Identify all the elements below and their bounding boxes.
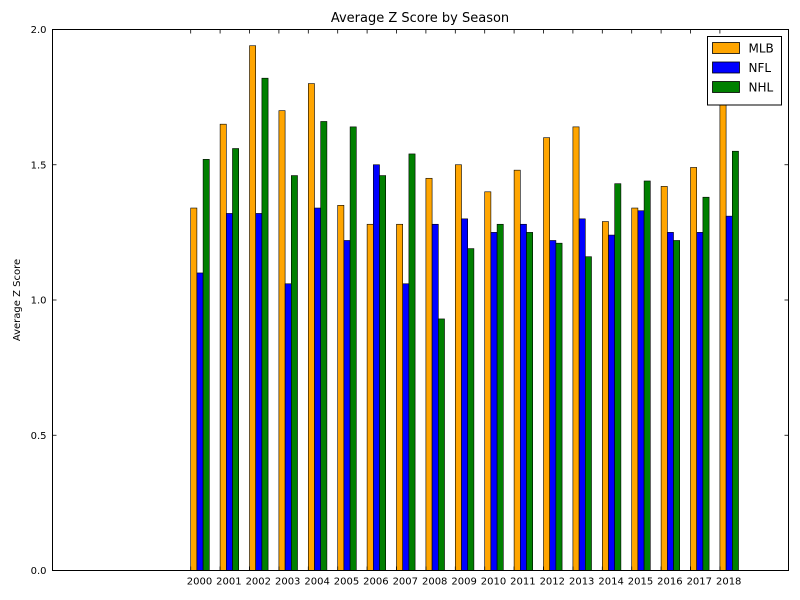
bar-nfl-2003 [284, 283, 292, 571]
bar-nhl-2017 [702, 196, 710, 571]
bar-nfl-2007 [402, 283, 410, 571]
bar-nfl-2016 [666, 232, 674, 571]
bar-nfl-2002 [255, 213, 263, 571]
bar-mlb-2012 [543, 137, 550, 571]
bar-mlb-2011 [513, 169, 521, 571]
bar-mlb-2009 [454, 164, 462, 571]
bar-nfl-2010 [490, 232, 498, 571]
axes-layer: 2000 2001 2002 2003 2004 2005 2006 2007 2008 2009… [31, 25, 789, 588]
bar-mlb-2017 [690, 167, 697, 571]
x-tick-label: 2005 [334, 577, 359, 588]
bars-layer [190, 45, 739, 571]
legend-label-nhl: NHL [749, 81, 774, 95]
x-tick-label: 2003 [275, 577, 300, 588]
chart-title: Average Z Score by Season [331, 11, 509, 26]
bar-nhl-2004 [320, 121, 328, 571]
x-tick-label: 2007 [393, 577, 418, 588]
bar-mlb-2004 [307, 83, 315, 571]
x-tick-label: 2010 [481, 577, 506, 588]
bar-mlb-2000 [190, 207, 198, 571]
bar-nhl-2014 [614, 183, 622, 571]
bar-nfl-2017 [696, 232, 704, 571]
y-tick-label: 0.5 [31, 431, 47, 442]
bar-nfl-2018 [725, 215, 733, 571]
bar-nhl-2016 [673, 240, 680, 571]
x-tick-label: 2017 [687, 577, 712, 588]
x-tick-label: 2002 [246, 577, 271, 588]
x-tick-label: 2016 [657, 577, 682, 588]
bar-nfl-2013 [578, 218, 586, 571]
y-axis-label: Average Z Score [12, 259, 23, 341]
x-tick-label: 2014 [598, 577, 623, 588]
legend: MLB NFL NHL [707, 36, 782, 106]
bar-mlb-2005 [337, 205, 345, 571]
x-tick-label: 2013 [569, 577, 594, 588]
y-tick-label: 1.5 [31, 160, 47, 171]
bar-mlb-2006 [366, 223, 374, 571]
bar-mlb-2007 [396, 223, 403, 571]
x-tick-label: 2011 [510, 577, 535, 588]
bar-nfl-2000 [196, 272, 204, 571]
bar-nfl-2015 [637, 210, 645, 571]
bar-nhl-2002 [261, 77, 269, 571]
x-tick-label: 2008 [422, 577, 447, 588]
y-tick-label: 0.0 [31, 566, 47, 577]
bar-nfl-2004 [314, 207, 321, 571]
bar-nfl-2012 [549, 240, 557, 571]
bar-mlb-2018 [719, 83, 727, 571]
bar-nfl-2014 [608, 234, 615, 571]
bar-mlb-2001 [219, 123, 227, 571]
bar-mlb-2003 [278, 110, 286, 571]
bar-nhl-2006 [379, 175, 386, 571]
bar-nhl-2001 [232, 148, 239, 571]
bar-nhl-2007 [408, 153, 416, 571]
bar-mlb-2002 [249, 45, 256, 571]
legend-swatch-mlb [712, 42, 740, 54]
legend-swatch-nfl [712, 61, 740, 74]
legend-label-nfl: NFL [749, 61, 772, 75]
bar-nhl-2000 [202, 159, 210, 571]
bar-nfl-2005 [343, 240, 351, 571]
bar-mlb-2014 [601, 221, 609, 571]
bar-nfl-2006 [372, 164, 380, 571]
bar-mlb-2016 [660, 186, 668, 571]
legend-label-mlb: MLB [749, 42, 774, 56]
bar-nhl-2008 [437, 318, 445, 571]
x-tick-label: 2000 [187, 577, 212, 588]
bar-nhl-2009 [467, 248, 475, 571]
x-tick-label: 2018 [716, 577, 741, 588]
bar-nhl-2003 [290, 175, 298, 571]
bar-nhl-2018 [731, 150, 739, 571]
x-tick-label: 2004 [304, 577, 329, 588]
bar-nhl-2005 [349, 126, 357, 571]
bar-nhl-2013 [584, 256, 592, 571]
x-tick-label: 2015 [628, 577, 653, 588]
bar-nhl-2011 [526, 232, 533, 571]
bar-nhl-2010 [496, 223, 504, 571]
bar-nfl-2008 [431, 223, 439, 571]
bar-mlb-2013 [572, 126, 580, 571]
plot-frame [52, 29, 789, 571]
legend-swatch-nhl [712, 81, 740, 93]
bar-nfl-2009 [461, 218, 468, 571]
bar-mlb-2010 [484, 191, 492, 571]
bar-nhl-2015 [643, 180, 651, 571]
bar-nfl-2001 [226, 213, 233, 571]
y-tick-label: 1.0 [31, 296, 47, 307]
bar-mlb-2015 [631, 207, 639, 571]
x-tick-label: 2009 [451, 577, 476, 588]
x-tick-label: 2006 [363, 577, 388, 588]
x-tick-label: 2012 [540, 577, 565, 588]
bar-nfl-2011 [519, 223, 527, 571]
x-tick-label: 2001 [216, 577, 241, 588]
y-tick-label: 2.0 [31, 25, 47, 36]
bar-mlb-2008 [425, 177, 433, 571]
bar-nhl-2012 [555, 242, 563, 571]
